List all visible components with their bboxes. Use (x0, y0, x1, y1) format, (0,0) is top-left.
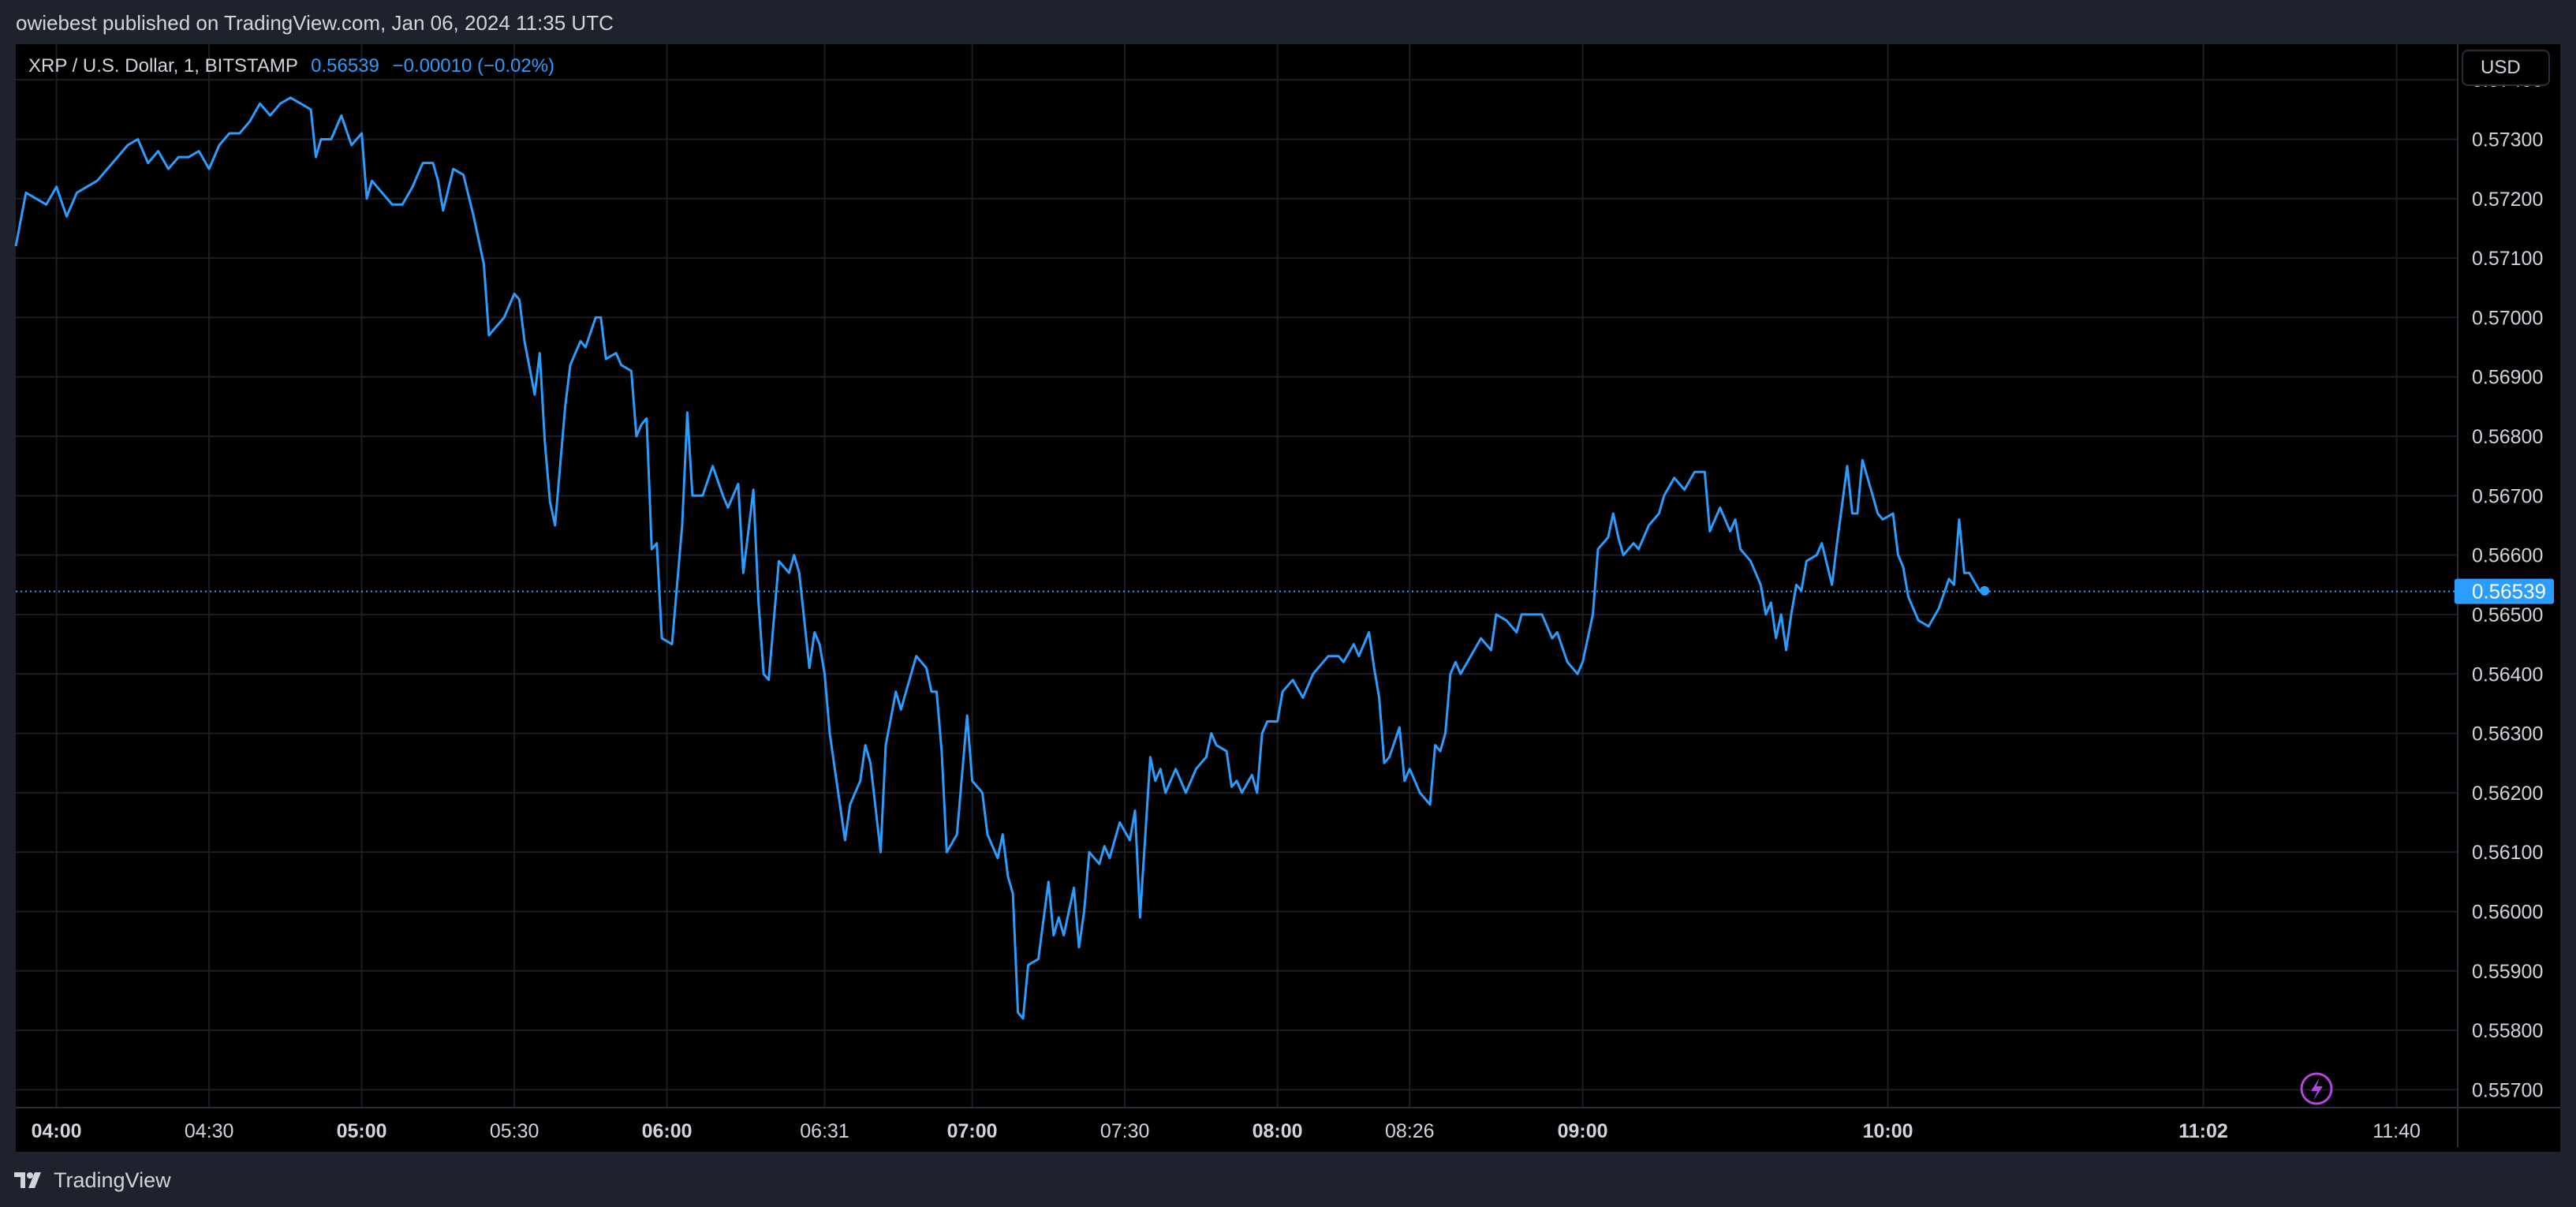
price-axis: 0.574000.573000.572000.571000.570000.569… (2472, 69, 2543, 1101)
x-tick-label: 07:30 (1100, 1120, 1150, 1142)
x-tick-label: 04:30 (185, 1120, 234, 1142)
tradingview-logo-icon (14, 1172, 41, 1188)
tradingview-wordmark: TradingView (54, 1168, 171, 1192)
y-tick-label: 0.56600 (2472, 545, 2543, 567)
x-tick-label: 06:00 (642, 1120, 693, 1142)
x-tick-label: 08:26 (1385, 1120, 1435, 1142)
currency-button[interactable]: USD (2462, 50, 2550, 86)
lightning-icon[interactable] (2300, 1072, 2333, 1105)
price-series-line (14, 96, 1985, 1020)
y-tick-label: 0.57300 (2472, 129, 2543, 151)
last-price-point (1980, 585, 1990, 596)
y-tick-label: 0.56000 (2472, 901, 2543, 923)
symbol-legend[interactable]: XRP / U.S. Dollar, 1, BITSTAMP 0.56539 −… (28, 55, 554, 77)
x-tick-label: 10:00 (1863, 1120, 1913, 1142)
chart-grid (16, 44, 2560, 1147)
y-tick-label: 0.56200 (2472, 783, 2543, 805)
y-tick-label: 0.56100 (2472, 842, 2543, 864)
x-tick-label: 09:00 (1558, 1120, 1608, 1142)
last-price-tag: 0.56539 (2455, 578, 2554, 604)
y-tick-label: 0.56800 (2472, 426, 2543, 448)
time-axis: 04:00 04:30 05:00 05:30 06:00 06:31 07:00 07:30… (32, 1120, 2421, 1142)
x-tick-label: 08:00 (1253, 1120, 1303, 1142)
x-tick-label: 05:00 (337, 1120, 387, 1142)
y-tick-label: 0.55800 (2472, 1020, 2543, 1042)
y-tick-label: 0.56500 (2472, 604, 2543, 626)
legend-last-price: 0.56539 (311, 55, 379, 77)
published-info: owiebest published on TradingView.com, J… (16, 11, 614, 35)
y-tick-label: 0.57000 (2472, 307, 2543, 329)
x-tick-label: 11:02 (2178, 1120, 2228, 1142)
x-tick-label: 06:31 (800, 1120, 849, 1142)
y-tick-label: 0.57100 (2472, 248, 2543, 270)
y-tick-label: 0.57200 (2472, 189, 2543, 211)
publication-bar: owiebest published on TradingView.com, J… (0, 0, 2576, 44)
last-price-label: 0.56539 (2472, 580, 2546, 604)
y-tick-label: 0.55900 (2472, 961, 2543, 983)
x-tick-label: 07:00 (947, 1120, 998, 1142)
y-tick-label: 0.56900 (2472, 367, 2543, 389)
x-tick-label: 05:30 (490, 1120, 539, 1142)
y-tick-label: 0.56300 (2472, 723, 2543, 746)
y-tick-label: 0.56700 (2472, 485, 2543, 507)
x-tick-label: 04:00 (32, 1120, 82, 1142)
y-tick-label: 0.56400 (2472, 663, 2543, 686)
chart-frame[interactable] (16, 44, 2560, 1152)
tradingview-brand[interactable]: TradingView (14, 1166, 171, 1194)
symbol-title: XRP / U.S. Dollar, 1, BITSTAMP (28, 55, 298, 77)
y-tick-label: 0.55700 (2472, 1079, 2543, 1101)
legend-price-change: −0.00010 (−0.02%) (392, 55, 555, 77)
last-price-tag-background (2455, 578, 2554, 604)
x-tick-label: 11:40 (2373, 1120, 2421, 1142)
